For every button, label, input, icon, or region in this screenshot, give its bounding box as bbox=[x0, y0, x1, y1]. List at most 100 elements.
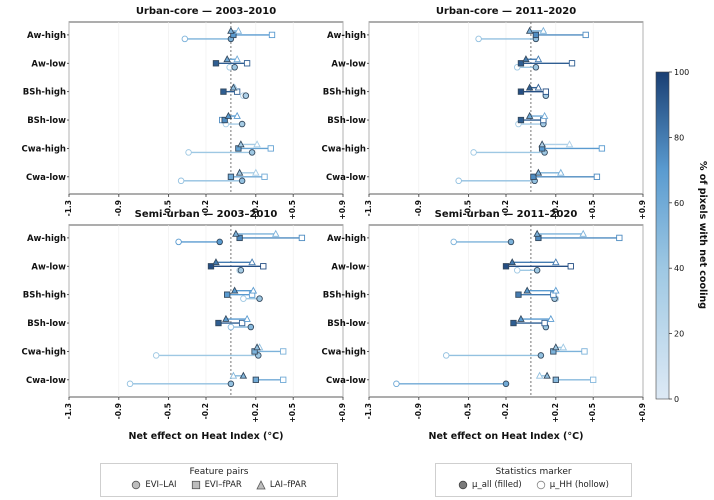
panel-urban-core-2003-2010: -1.3 -0.9 -0.5 -0.2 +0.2 +0.5 +0.9 Urban-core —… bbox=[22, 6, 347, 220]
mark-lai-fpar-bsh-low bbox=[224, 111, 241, 119]
colorbar-gradient bbox=[655, 71, 670, 400]
mark-lai-fpar-cwa-low bbox=[229, 371, 248, 379]
mark-lai-fpar-aw-low bbox=[522, 55, 543, 63]
triangle-marker-mu-all bbox=[523, 286, 531, 294]
square-marker-mu-all bbox=[530, 173, 537, 180]
x-tick-label: -0.2 bbox=[501, 200, 510, 216]
category-label-cwa-low: Cwa-low bbox=[326, 376, 366, 386]
triangle-marker-mu-hh bbox=[559, 343, 568, 351]
square-marker-mu-hh bbox=[593, 173, 601, 180]
circle-marker-mu-hh bbox=[470, 149, 477, 156]
mark-evi-fpar-bsh-low bbox=[219, 116, 228, 124]
circle-marker-mu-all bbox=[227, 380, 235, 388]
x-tick-label: +0.2 bbox=[251, 403, 260, 423]
mark-evi-lai-cwa-low bbox=[126, 380, 235, 388]
triangle-marker-mu-hh bbox=[229, 371, 238, 379]
mark-lai-fpar-aw-low bbox=[212, 258, 256, 266]
square-marker-mu-all bbox=[552, 376, 559, 383]
x-tick-label: -0.5 bbox=[164, 403, 173, 419]
x-axis-label: Net effect on Heat Index (°C) bbox=[429, 431, 584, 442]
x-tick-label: -0.2 bbox=[201, 200, 210, 216]
circle-marker-mu-all bbox=[256, 295, 263, 302]
mark-lai-fpar-aw-high bbox=[525, 26, 548, 34]
category-label-bsh-high: BSh-high bbox=[323, 88, 366, 98]
triangle-marker-mu-all bbox=[239, 371, 248, 379]
triangle-marker-mu-all bbox=[552, 343, 560, 351]
triangle-marker-mu-hh bbox=[534, 83, 543, 91]
x-tick-label: +0.5 bbox=[288, 403, 297, 423]
mark-evi-fpar-bsh-low bbox=[215, 319, 246, 327]
mark-lai-fpar-cwa-low bbox=[535, 371, 551, 379]
mark-evi-fpar-cwa-low bbox=[227, 173, 268, 180]
x-tick-label: -0.9 bbox=[414, 200, 423, 216]
category-label-cwa-high: Cwa-high bbox=[322, 144, 366, 154]
x-tick-label: -1.3 bbox=[64, 403, 73, 419]
triangle-marker-mu-all bbox=[227, 26, 235, 34]
triangle-marker-mu-hh bbox=[547, 314, 555, 322]
triangle-marker-mu-all bbox=[224, 111, 233, 119]
triangle-marker-mu-hh bbox=[233, 55, 241, 63]
triangle-marker-mu-all bbox=[229, 83, 238, 91]
square-marker-mu-hh bbox=[568, 60, 576, 67]
square-marker-mu-hh bbox=[567, 263, 574, 270]
square-marker-mu-all bbox=[510, 319, 517, 327]
triangle-marker-mu-all bbox=[212, 258, 220, 266]
mark-lai-fpar-bsh-low bbox=[525, 111, 549, 119]
triangle-marker-mu-all bbox=[543, 371, 551, 379]
legend-label-mu-hh: μ_HH (hollow) bbox=[549, 480, 609, 490]
mark-evi-fpar-aw-low bbox=[517, 60, 576, 67]
circle-marker-mu-hh bbox=[227, 323, 235, 331]
x-tick-label: +0.9 bbox=[638, 200, 647, 220]
square-marker-mu-hh bbox=[243, 60, 251, 67]
square-marker-mu-hh bbox=[280, 376, 287, 383]
x-tick-label: +0.5 bbox=[588, 403, 597, 423]
category-label-bsh-high: BSh-high bbox=[23, 291, 66, 301]
category-label-aw-high: Aw-high bbox=[327, 31, 366, 41]
square-marker-mu-hh bbox=[598, 145, 606, 152]
statistics-legend: Statistics marker μ_all (filled) μ_HH (h… bbox=[435, 463, 632, 497]
square-marker-mu-all bbox=[207, 263, 215, 270]
category-label-aw-high: Aw-high bbox=[27, 234, 66, 244]
triangle-marker-mu-all bbox=[508, 258, 516, 266]
circle-marker-mu-all bbox=[238, 177, 246, 185]
category-label-cwa-low: Cwa-low bbox=[26, 173, 66, 183]
circle-marker-mu-all bbox=[532, 64, 540, 71]
square-marker-mu-hh bbox=[267, 145, 274, 152]
x-tick-label: +0.9 bbox=[338, 403, 347, 423]
mark-lai-fpar-cwa-low bbox=[235, 168, 260, 176]
mark-evi-fpar-bsh-low bbox=[517, 116, 547, 124]
square-marker-mu-hh bbox=[280, 348, 287, 355]
x-tick-label: +0.2 bbox=[551, 403, 560, 423]
x-tick-label: -0.9 bbox=[114, 200, 123, 216]
triangle-marker-mu-all bbox=[230, 286, 239, 294]
category-label-aw-low: Aw-low bbox=[31, 262, 66, 272]
circle-marker-mu-hh bbox=[185, 149, 192, 156]
circle-marker-mu-all bbox=[537, 352, 545, 359]
mark-evi-lai-cwa-low bbox=[455, 177, 538, 185]
square-marker-mu-all bbox=[224, 291, 231, 298]
mark-evi-lai-cwa-low bbox=[393, 380, 510, 388]
mark-lai-fpar-bsh-low bbox=[517, 314, 555, 322]
circle-marker-mu-all bbox=[238, 120, 246, 128]
colorbar-tick-label: 40 bbox=[674, 264, 684, 273]
mark-evi-lai-aw-high bbox=[181, 35, 235, 43]
x-tick-label: +0.5 bbox=[588, 200, 597, 220]
mark-lai-fpar-aw-low bbox=[508, 258, 560, 266]
mark-evi-fpar-cwa-low bbox=[252, 376, 287, 383]
mark-evi-lai-aw-low bbox=[513, 267, 541, 274]
square-marker-mu-all bbox=[227, 173, 235, 180]
circle-marker-mu-hh bbox=[450, 238, 457, 246]
triangle-marker-mu-all bbox=[222, 314, 230, 322]
circle-marker-mu-hh bbox=[177, 177, 185, 185]
category-label-bsh-high: BSh-high bbox=[323, 291, 366, 301]
category-label-bsh-low: BSh-low bbox=[27, 116, 66, 126]
mark-lai-fpar-cwa-high bbox=[552, 343, 568, 351]
legend-label-lai-fpar: LAI–fPAR bbox=[269, 480, 307, 490]
triangle-marker-mu-all bbox=[232, 229, 240, 237]
triangle-marker-mu-all bbox=[235, 168, 244, 176]
legend-item-evi-lai: EVI–LAI bbox=[131, 480, 177, 490]
category-label-aw-high: Aw-high bbox=[327, 234, 366, 244]
square-marker-mu-all bbox=[220, 88, 227, 95]
mark-evi-fpar-bsh-high bbox=[517, 88, 550, 95]
category-label-aw-low: Aw-low bbox=[31, 59, 66, 69]
